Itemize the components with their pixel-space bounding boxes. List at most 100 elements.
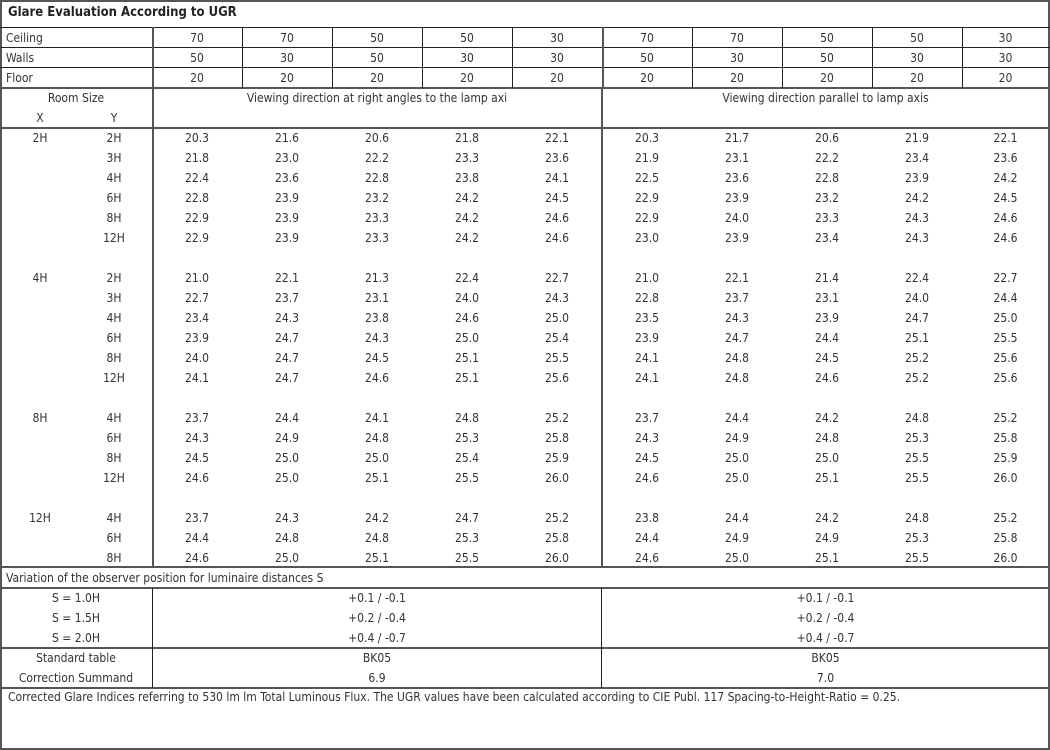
ugr-value: 23.9: [274, 231, 300, 245]
column-divider: [512, 27, 513, 88]
ugr-value: 20.6: [364, 131, 390, 145]
ugr-value: 23.8: [364, 311, 390, 325]
ugr-value: 23.1: [814, 291, 840, 305]
ugr-value: 24.4: [814, 331, 840, 345]
ugr-value: 24.4: [993, 291, 1018, 305]
reflectance-value: 70: [190, 31, 204, 45]
ugr-value: 23.9: [724, 231, 750, 245]
reflectance-label: Floor: [6, 71, 33, 85]
ugr-value: 25.1: [814, 551, 840, 565]
ugr-value: 24.4: [274, 411, 300, 425]
ugr-value: 23.7: [724, 291, 750, 305]
ugr-value: 25.8: [544, 531, 570, 545]
ugr-value: 25.2: [904, 351, 930, 365]
ugr-value: 25.2: [993, 511, 1018, 525]
ugr-value: 24.6: [634, 551, 660, 565]
row-divider: [0, 566, 1050, 568]
x-label: X: [36, 111, 44, 125]
ugr-value: 22.9: [634, 211, 660, 225]
reflectance-value: 20: [460, 71, 474, 85]
room-y: 2H: [106, 131, 122, 145]
ugr-value: 23.5: [634, 311, 660, 325]
column-divider: [962, 27, 963, 88]
ugr-value: 25.3: [454, 431, 480, 445]
room-y: 4H: [106, 511, 122, 525]
row-divider: [0, 47, 1050, 48]
ugr-value: 22.4: [184, 171, 210, 185]
ugr-value: 25.9: [993, 451, 1018, 465]
ugr-value: 24.3: [184, 431, 210, 445]
reflectance-value: 30: [280, 51, 294, 65]
ugr-value: 25.2: [544, 511, 570, 525]
ugr-value: 24.3: [904, 211, 930, 225]
ugr-value: 21.8: [184, 151, 210, 165]
reflectance-value: 70: [640, 31, 654, 45]
reflectance-value: 20: [280, 71, 294, 85]
ugr-value: 24.8: [454, 411, 480, 425]
room-x: 12H: [29, 511, 51, 525]
reflectance-value: 30: [998, 51, 1013, 65]
ugr-value: 22.5: [634, 171, 660, 185]
ugr-value: 24.7: [454, 511, 480, 525]
ugr-value: 25.1: [454, 351, 480, 365]
variation-label: S = 1.5H: [51, 611, 101, 625]
ugr-value: 23.7: [634, 411, 660, 425]
ugr-value: 25.8: [544, 431, 570, 445]
ugr-value: 24.9: [814, 531, 840, 545]
ugr-value: 25.5: [904, 551, 930, 565]
ugr-value: 24.8: [814, 431, 840, 445]
ugr-value: 23.9: [274, 191, 300, 205]
ugr-value: 24.6: [454, 311, 480, 325]
room-y: 12H: [103, 471, 125, 485]
ugr-value: 23.8: [454, 171, 480, 185]
room-y: 8H: [106, 351, 122, 365]
ugr-value: 25.6: [993, 351, 1018, 365]
room-y: 12H: [103, 371, 125, 385]
ugr-value: 25.5: [993, 331, 1018, 345]
ugr-value: 23.3: [364, 211, 390, 225]
standard-table-right: BK05: [811, 651, 840, 665]
ugr-value: 21.7: [724, 131, 750, 145]
ugr-value: 24.0: [454, 291, 480, 305]
column-divider: [601, 88, 603, 567]
ugr-value: 23.0: [274, 151, 300, 165]
reflectance-value: 20: [190, 71, 204, 85]
ugr-value: 23.4: [904, 151, 930, 165]
ugr-value: 22.8: [364, 171, 390, 185]
row-divider: [0, 647, 1050, 649]
reflectance-value: 20: [370, 71, 384, 85]
column-divider: [692, 27, 693, 88]
room-y: 6H: [106, 191, 122, 205]
ugr-value: 24.3: [364, 331, 390, 345]
ugr-value: 24.6: [544, 231, 570, 245]
row-divider: [0, 127, 1050, 129]
ugr-value: 24.4: [634, 531, 660, 545]
ugr-value: 23.6: [544, 151, 570, 165]
ugr-value: 23.7: [184, 411, 210, 425]
variation-left: +0.2 / -0.4: [348, 611, 406, 625]
variation-right: +0.4 / -0.7: [796, 631, 855, 645]
ugr-value: 24.5: [993, 191, 1018, 205]
table-title: Glare Evaluation According to UGR: [8, 5, 237, 20]
row-divider: [0, 27, 1050, 28]
ugr-value: 25.0: [454, 331, 480, 345]
ugr-value: 25.3: [904, 531, 930, 545]
ugr-value: 24.9: [724, 531, 750, 545]
ugr-value: 26.0: [993, 471, 1018, 485]
reflectance-value: 30: [460, 51, 474, 65]
standard-table-left: BK05: [362, 651, 392, 665]
ugr-value: 25.0: [814, 451, 840, 465]
ugr-value: 25.0: [274, 471, 300, 485]
footnote: Corrected Glare Indices referring to 530…: [8, 690, 901, 704]
ugr-value: 24.8: [904, 411, 930, 425]
ugr-value: 20.3: [184, 131, 210, 145]
ugr-value: 25.0: [274, 551, 300, 565]
ugr-value: 24.3: [274, 311, 300, 325]
ugr-value: 25.1: [814, 471, 840, 485]
correction-summand-right: 7.0: [816, 671, 835, 685]
ugr-value: 24.7: [724, 331, 750, 345]
reflectance-label: Walls: [6, 51, 35, 65]
ugr-value: 23.6: [993, 151, 1018, 165]
ugr-value: 26.0: [993, 551, 1018, 565]
ugr-value: 22.9: [184, 211, 210, 225]
